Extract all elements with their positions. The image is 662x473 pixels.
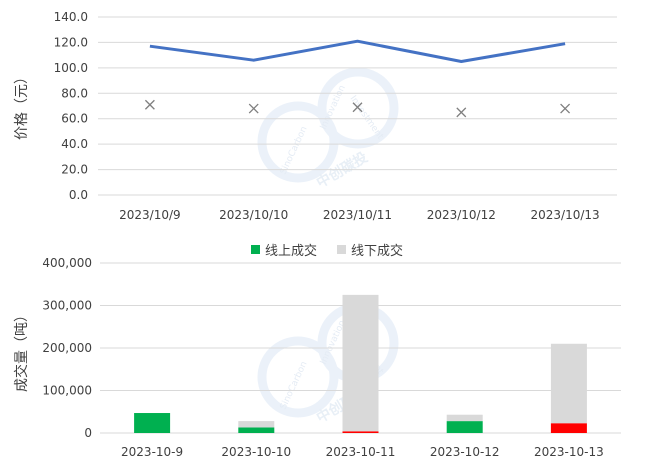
price-y-tick-label: 60.0 [61,112,88,126]
price-scatter-point [248,103,259,114]
legend-label-online: 线上成交 [265,243,317,259]
volume-y-tick-label: 200,000 [42,341,92,355]
watermark-ring [257,101,339,183]
volume-bar-online [446,421,483,433]
volume-x-tick-label: 2023-10-13 [534,445,604,459]
volume-x-tick-label: 2023-10-12 [430,445,500,459]
volume-chart-bars [134,294,587,433]
legend-label-offline: 线下成交 [351,243,403,259]
watermark-text-en: SinoCarbon [279,125,310,176]
volume-x-tick-label: 2023-10-9 [121,445,183,459]
volume-chart-y-ticks: 0 100,000 200,000 300,000 400,000 [42,256,92,440]
volume-y-tick-label: 100,000 [42,384,92,398]
watermark-text-en: Investment [348,94,386,142]
volume-chart-x-ticks: 2023-10-9 2023-10-10 2023-10-11 2023-10-12 2… [121,445,604,459]
volume-bar-online [342,431,379,433]
volume-y-tick-label: 0 [84,426,92,440]
volume-bar-offline [446,414,483,422]
volume-chart-y-axis-label: 成交量（吨） [13,308,30,392]
price-chart-gridlines [98,16,617,196]
price-y-tick-label: 100.0 [54,61,88,75]
price-x-tick-label: 2023/10/9 [119,208,181,222]
price-scatter-stroke [352,102,363,113]
price-y-tick-label: 120.0 [54,35,88,49]
watermark-text-en: SinoCarbon [279,360,310,411]
volume-bar-online [238,427,275,433]
legend-swatch-offline [337,245,346,254]
volume-y-tick-label: 300,000 [42,299,92,313]
price-y-tick-label: 80.0 [61,86,88,100]
volume-y-tick-label: 400,000 [42,256,92,270]
volume-bar-online [550,423,587,433]
price-line-series [149,39,566,63]
price-scatter-point [560,103,571,114]
price-chart-y-ticks: 0.0 20.0 40.0 60.0 80.0 100.0 120.0 140.0 [54,10,88,202]
price-y-tick-label: 140.0 [54,10,88,24]
volume-chart-legend: 线上成交 线下成交 [251,243,403,259]
price-x-tick-label: 2023/10/10 [219,208,288,222]
price-chart-series [144,39,571,118]
price-chart-y-axis-label: 价格（元） [14,70,30,140]
volume-bar-offline [238,421,275,428]
price-x-tick-label: 2023/10/12 [427,208,496,222]
price-chart-x-ticks: 2023/10/9 2023/10/10 2023/10/11 2023/10/12 2… [119,208,600,222]
volume-bar-offline [550,343,587,424]
price-scatter-point [352,102,363,113]
price-scatter-point [456,107,467,118]
price-scatter-point [144,99,155,110]
watermark-ring [257,336,339,418]
volume-bar-online [134,413,171,433]
volume-x-tick-label: 2023-10-10 [221,445,291,459]
legend-swatch-online [251,245,260,254]
price-x-tick-label: 2023/10/13 [531,208,600,222]
price-y-tick-label: 40.0 [61,137,88,151]
price-x-tick-label: 2023/10/11 [323,208,392,222]
price-scatter-stroke [456,107,467,118]
price-scatter-stroke [144,99,155,110]
volume-bar-offline [342,294,379,432]
price-y-tick-label: 0.0 [69,188,88,202]
volume-x-tick-label: 2023-10-11 [326,445,396,459]
price-scatter-stroke [560,103,571,114]
price-y-tick-label: 20.0 [61,163,88,177]
price-scatter-stroke [248,103,259,114]
